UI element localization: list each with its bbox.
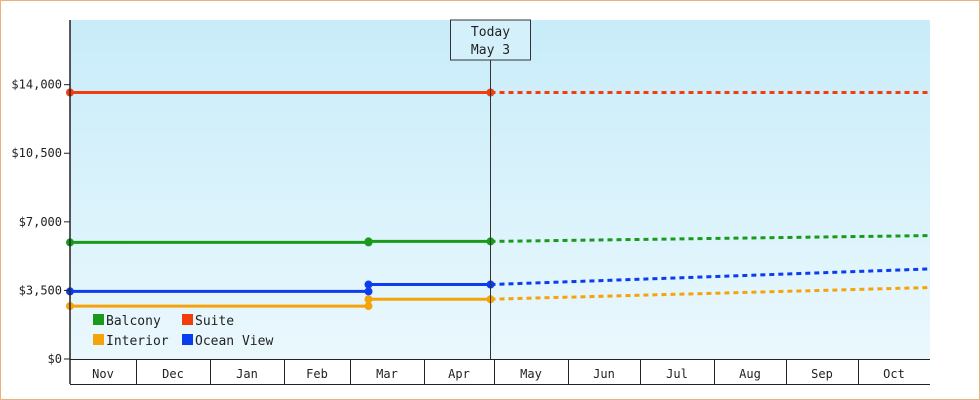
today-label: Today: [471, 25, 510, 40]
y-tick-label: $14,000: [11, 78, 62, 92]
legend-label: Balcony: [106, 314, 161, 329]
legend-item: Balcony: [93, 314, 161, 329]
today-marker: Today May 3: [450, 19, 531, 359]
x-tick-label: May: [520, 367, 542, 381]
x-tick-label: Aug: [739, 367, 761, 381]
data-point: [364, 280, 373, 289]
y-tick-label: $3,500: [19, 283, 62, 297]
today-date: May 3: [471, 43, 510, 58]
today-label-box: [450, 19, 531, 61]
x-tick-label: Sep: [811, 367, 833, 381]
y-tick-label: $10,500: [11, 146, 62, 160]
x-tick-label: Jun: [593, 367, 615, 381]
x-tick-label: Oct: [883, 367, 905, 381]
series-line-forecast: [490, 285, 932, 301]
data-point: [364, 302, 373, 311]
legend-label: Suite: [195, 314, 234, 329]
legend-item: Interior: [93, 334, 169, 349]
legend-label: Interior: [106, 334, 169, 349]
data-point: [364, 295, 373, 304]
y-tick-label: $0: [48, 352, 62, 366]
legend-swatch: [93, 334, 104, 345]
x-tick-label: Feb: [306, 367, 328, 381]
series-layer: [66, 88, 932, 311]
plot-area: [70, 20, 930, 359]
data-point: [364, 237, 373, 246]
y-tick-label: $7,000: [19, 215, 62, 229]
legend-item: Ocean View: [182, 334, 273, 349]
series-line-forecast: [490, 267, 932, 287]
x-tick-label: Jan: [236, 367, 258, 381]
series-line-forecast: [490, 234, 932, 243]
legend-label: Ocean View: [195, 334, 273, 349]
x-tick-label: Dec: [162, 367, 184, 381]
axes-layer: $0 $3,500 $7,000 $10,500 $14,000 Nov Dec Jan Feb…: [11, 20, 930, 385]
x-tick-label: Nov: [92, 367, 114, 381]
legend: Balcony Suite Interior Ocean View: [93, 314, 273, 349]
legend-swatch: [182, 334, 193, 345]
series-line-actual: [70, 239, 491, 244]
legend-item: Suite: [182, 314, 234, 329]
x-tick-label: Jul: [666, 367, 688, 381]
x-tick-label: Apr: [448, 367, 470, 381]
legend-swatch: [93, 314, 104, 325]
x-tick-label: Mar: [376, 367, 398, 381]
legend-swatch: [182, 314, 193, 325]
series-ocean-view: [66, 267, 932, 296]
data-point: [364, 287, 373, 296]
